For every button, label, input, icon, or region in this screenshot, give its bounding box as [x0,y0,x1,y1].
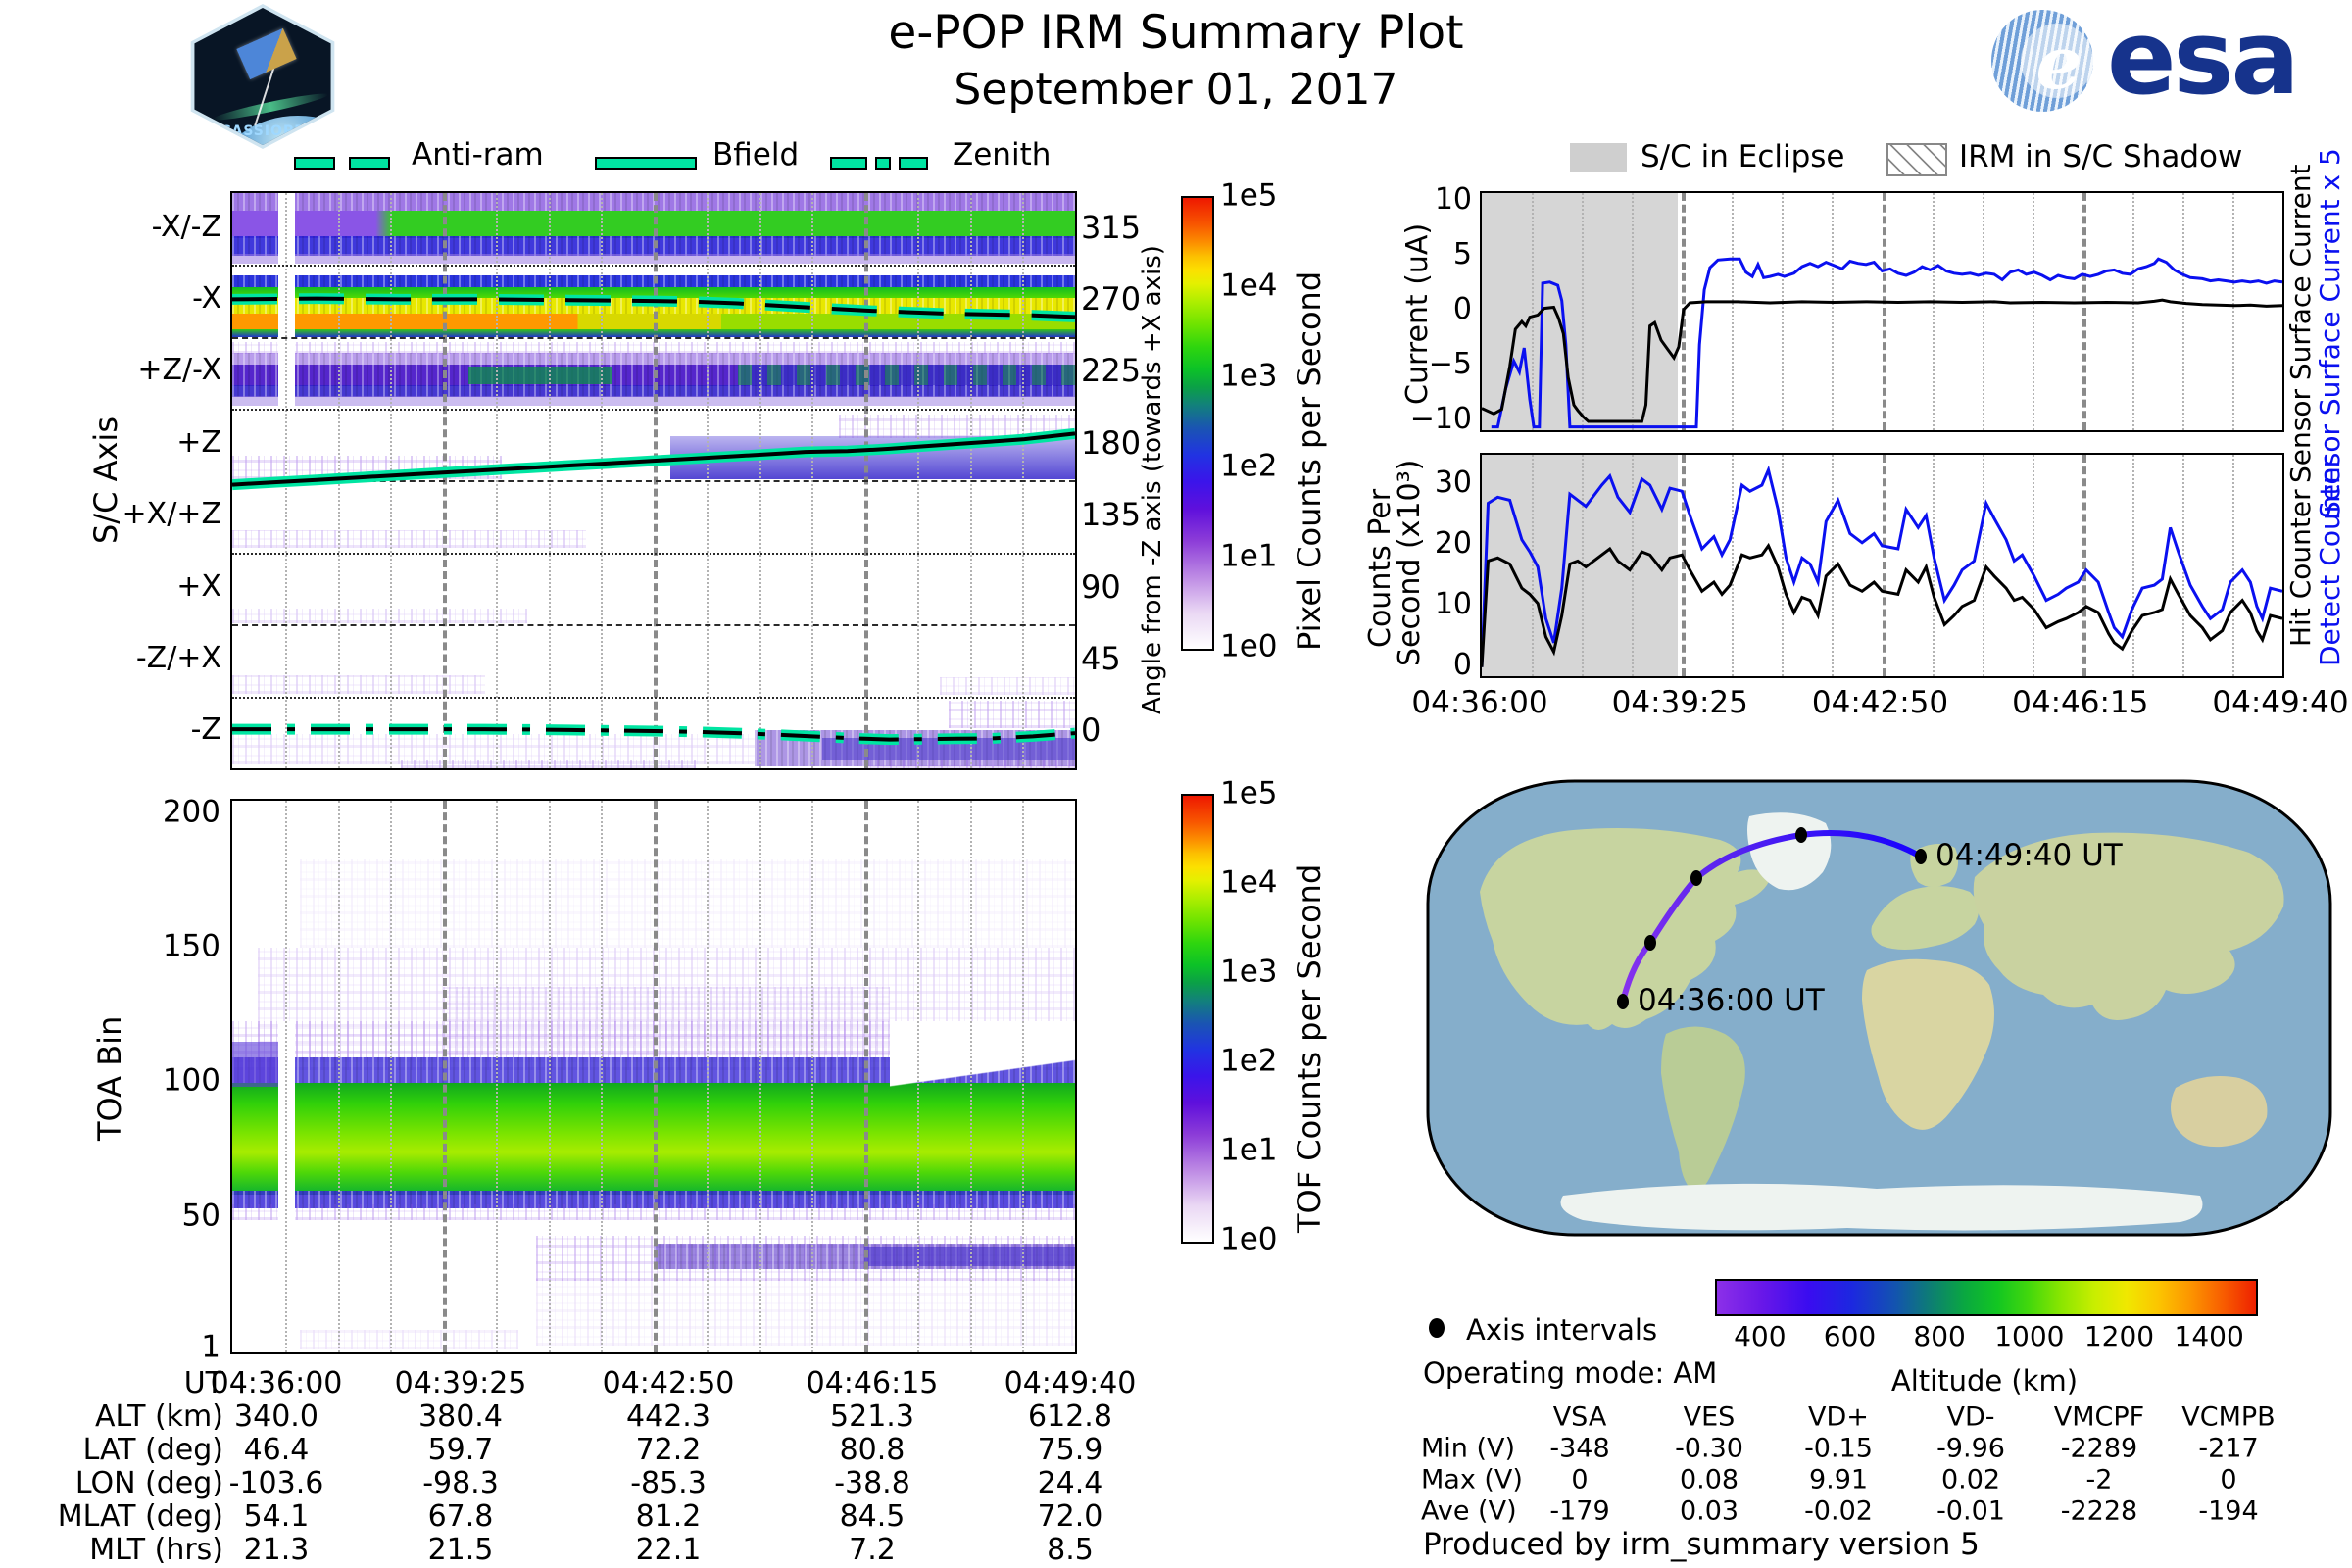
attitude-tracks [232,293,1075,746]
track-end-label: 04:49:40 UT [1936,838,2123,873]
esa-wordmark: esa [2107,0,2300,118]
counters-chart [1480,453,2284,678]
hit-counter-line [1482,542,2282,667]
footer-credit: Produced by irm_summary version 5 [1423,1527,1980,1562]
sensor-surface-current-line [1482,298,2282,423]
orbit-track [1620,830,1923,1003]
altitude-colorbar-label: Altitude (km) [1890,1364,2079,1397]
pixel-counts-colorbar [1181,196,1214,651]
counter-series [1482,465,2282,667]
altitude-colorbar [1715,1279,2258,1316]
sc-axis-spectrogram [230,191,1077,770]
toa-axis-ticks: 200 150 100 50 1 [162,794,220,1365]
track-start-label: 04:36:00 UT [1638,983,1825,1018]
ground-track-map: 04:36:00 UT 04:49:40 UT [1426,779,2332,1237]
legend-eclipse-label: S/C in Eclipse [1641,139,1845,174]
esa-globe-icon: e [1991,10,2093,112]
vertical-gridlines [232,801,1075,1352]
esa-globe-highlight [2021,24,2093,98]
legend-bfield-line [595,153,697,172]
legend-bfield-label: Bfield [712,137,800,172]
tof-colorbar-ticks: 1e0 1e1 1e2 1e3 1e4 1e5 [1220,775,1278,1257]
angle-axis-ticks: 0 45 90 135 180 225 270 315 [1081,208,1142,750]
current-axis-ticks: 10 5 0 −5 −10 [1409,181,1472,437]
sc-axis-sector-labels: -X/-Z -X +Z/-X +Z +X/+Z +X -Z/+X -Z [122,209,221,748]
zenith-track [232,727,1075,742]
tof-counts-colorbar [1181,794,1214,1244]
right-time-axis: 04:36:00 04:39:25 04:42:50 04:46:15 04:49:40 [1411,685,2349,720]
sensor-surface-current-x5-line [1491,257,2282,429]
current-chart [1480,191,2284,432]
legend-shadow-label: IRM in S/C Shadow [1959,139,2243,174]
eclipse-region [1482,455,1679,676]
counts-axis-ticks: 30 20 10 0 [1434,465,1472,682]
esa-globe-e: e [2035,22,2082,106]
map-continents [1480,812,2284,1231]
legend-shadow-swatch [1886,143,1947,176]
cassiope-mission-badge: CASSIOPE [186,4,339,149]
detect-counter-line [1482,465,2282,667]
track-interval-dots [1617,827,1927,1009]
legend-eclipse-swatch [1570,143,1627,172]
esa-logo: e esa [1991,0,2344,118]
bfield-track [232,431,1075,487]
legend-antiram-line [294,153,396,172]
axis-intervals-dot-icon [1429,1318,1445,1338]
page-date: September 01, 2017 [954,65,1398,115]
legend-antiram-label: Anti-ram [412,137,544,172]
operating-mode: Operating mode: AM [1423,1356,1718,1390]
legend-zenith-label: Zenith [953,137,1052,172]
antiram-track [232,296,1075,319]
toa-spectrogram [230,799,1077,1354]
legend-zenith-line [830,153,938,172]
current-series [1482,257,2282,429]
axis-intervals-label: Axis intervals [1466,1313,1658,1347]
altitude-colorbar-ticks: 400 600 800 1000 1200 1400 [1734,1320,2244,1352]
ephemeris-table: UT 04:36:00 04:39:25 04:42:50 04:46:15 04:49:… [57,1366,1137,1567]
pixel-colorbar-ticks: 1e0 1e1 1e2 1e3 1e4 1e5 [1220,177,1278,664]
page-title: e-POP IRM Summary Plot [888,6,1464,60]
world-map [1426,779,2332,1237]
